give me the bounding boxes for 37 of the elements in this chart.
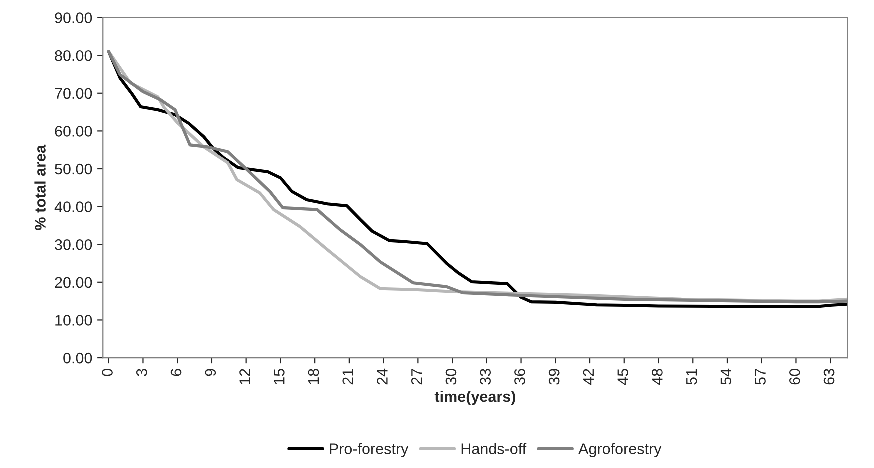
x-tick-label: 9: [205, 369, 216, 376]
y-tick-label: 50.00: [55, 164, 92, 175]
x-tick-label: 36: [514, 369, 526, 385]
x-tick-label: 12: [240, 369, 250, 384]
x-tick-label: 60: [790, 369, 800, 385]
legend-label: Agroforestry: [578, 443, 662, 458]
x-tick-label: 3: [136, 369, 148, 376]
x-tick-label: 21: [342, 369, 354, 385]
x-tick-label: 57: [755, 369, 766, 385]
y-tick-label: 60.00: [55, 126, 92, 137]
x-tick-label: 48: [652, 369, 663, 386]
x-axis-title: time(years): [434, 390, 516, 406]
y-tick-label: 10.00: [56, 315, 92, 326]
x-tick-label: 54: [720, 368, 732, 385]
y-tick-label: 80.00: [55, 50, 92, 62]
y-axis-title: % total area: [34, 144, 46, 230]
legend-label: Pro-forestry: [330, 443, 409, 458]
x-tick-label: 45: [618, 369, 628, 386]
y-tick-label: 70.00: [55, 88, 92, 100]
y-tick-label: 0.00: [64, 352, 92, 364]
x-tick-label: 6: [170, 369, 182, 376]
x-tick-label: 0: [102, 369, 113, 376]
x-tick-label: 27: [411, 369, 422, 385]
x-tick-label: 33: [480, 369, 492, 385]
x-tick-label: 18: [308, 369, 320, 384]
x-tick-label: 42: [583, 369, 594, 386]
legend-label: Hands-off: [462, 443, 527, 454]
y-tick-label: 90.00: [55, 12, 92, 24]
y-tick-label: 40.00: [54, 202, 92, 212]
x-tick-label: 15: [274, 369, 285, 384]
x-tick-label: 63: [824, 369, 835, 385]
x-tick-label: 39: [548, 369, 560, 385]
x-tick-label: 51: [686, 369, 698, 385]
y-tick-label: 30.00: [55, 239, 92, 250]
x-tick-label: 30: [446, 369, 457, 385]
y-tick-label: 20.00: [55, 277, 92, 288]
x-tick-label: 24: [377, 368, 388, 385]
